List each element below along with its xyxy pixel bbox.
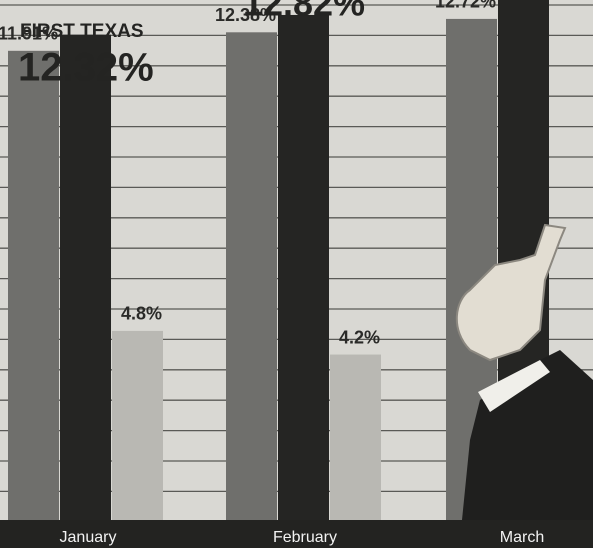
value-label: 4.2%	[339, 327, 380, 347]
x-tick-label: January	[60, 529, 117, 546]
x-tick-label: February	[273, 529, 337, 546]
bar	[330, 355, 381, 520]
bar	[60, 35, 111, 520]
chart: FIRST TEXAS January11.91%12.32%4.8%Febru…	[0, 0, 593, 548]
value-label: 11.91%	[0, 24, 58, 44]
value-label: 12.32%	[18, 46, 154, 90]
value-label: 12.72%	[435, 0, 496, 12]
x-tick-label: March	[500, 529, 544, 546]
value-label: 12.82%	[243, 0, 365, 24]
bar	[112, 331, 163, 520]
bar	[8, 51, 59, 520]
bar	[226, 32, 277, 520]
value-label: 4.8%	[121, 304, 162, 324]
bar	[278, 15, 329, 520]
